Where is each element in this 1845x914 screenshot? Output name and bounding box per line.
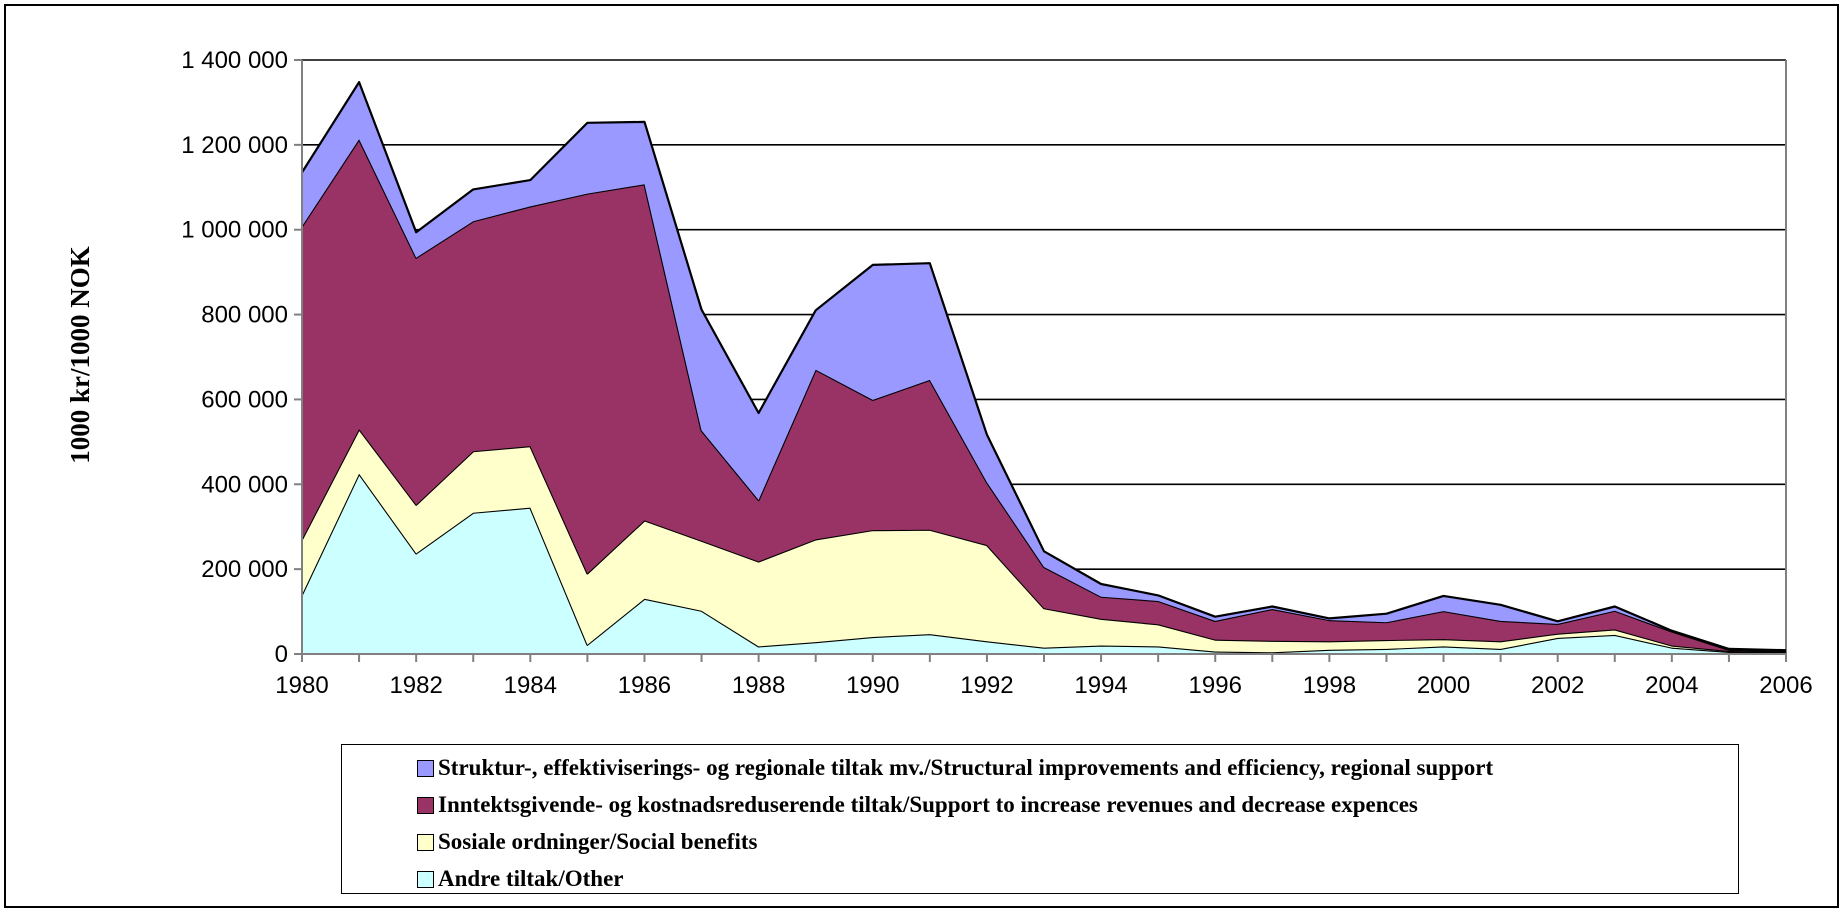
y-tick-label: 800 000: [201, 302, 288, 329]
y-tick-label: 1 400 000: [181, 47, 288, 74]
y-tick-label: 400 000: [201, 471, 288, 498]
y-tick-label: 1 200 000: [181, 132, 288, 159]
legend-swatch: [417, 833, 434, 851]
x-tick-label: 2002: [1531, 672, 1584, 699]
legend-label: Struktur-, effektiviserings- og regional…: [438, 755, 1494, 780]
y-tick-label: 600 000: [201, 386, 288, 413]
legend-item-andre-tiltak-other: Andre tiltak/Other: [417, 864, 623, 894]
y-axis-label: 1000 kr/1000 NOK: [65, 246, 95, 464]
x-tick-label: 2006: [1759, 672, 1812, 699]
legend-swatch: [417, 796, 434, 814]
x-tick-label: 1988: [732, 672, 785, 699]
tick-labels: 0 200 000 400 000 600 000 800 000 1 000 000 1 …: [181, 47, 1812, 699]
legend-item-inntektsgivende-og-kostnadsreduserende-t: Inntektsgivende- og kostnadsreduserende …: [417, 790, 1418, 820]
area-struktur-effektiviserings-og-regionale-t: [302, 82, 1786, 652]
x-tick-label: 1996: [1189, 672, 1242, 699]
x-tick-label: 1984: [504, 672, 557, 699]
x-tick-label: 1980: [275, 672, 328, 699]
x-tick-label: 1992: [960, 672, 1013, 699]
x-tick-label: 1990: [846, 672, 899, 699]
y-tick-label: 200 000: [201, 556, 288, 583]
x-tick-label: 1986: [618, 672, 671, 699]
x-tick-label: 1994: [1074, 672, 1127, 699]
x-tick-label: 1998: [1303, 672, 1356, 699]
stacked-areas: [301, 81, 1787, 654]
axes: [294, 59, 1787, 662]
legend-label: Sosiale ordninger/Social benefits: [438, 829, 758, 854]
y-tick-label: 1 000 000: [181, 217, 288, 244]
legend-swatch: [417, 759, 434, 777]
area-inntektsgivende-og-kostnadsreduserende-t: [302, 139, 1786, 652]
x-tick-label: 2000: [1417, 672, 1470, 699]
legend-label: Inntektsgivende- og kostnadsreduserende …: [438, 792, 1418, 817]
area-andre-tiltak-other: [302, 473, 1786, 654]
area-sosiale-ordninger-social-benefits: [302, 429, 1786, 653]
x-tick-label: 2004: [1645, 672, 1698, 699]
legend-swatch: [417, 870, 434, 888]
legend: Struktur-, effektiviserings- og regional…: [341, 744, 1739, 894]
legend-item-struktur-effektiviserings-og-regionale-t: Struktur-, effektiviserings- og regional…: [417, 753, 1493, 783]
legend-label: Andre tiltak/Other: [438, 866, 624, 891]
y-tick-label: 0: [275, 641, 288, 668]
legend-item-sosiale-ordninger-social-benefits: Sosiale ordninger/Social benefits: [417, 827, 757, 857]
x-tick-label: 1982: [389, 672, 442, 699]
series-line-struktur-effektiviserings-og-regionale-t: [301, 81, 1787, 652]
